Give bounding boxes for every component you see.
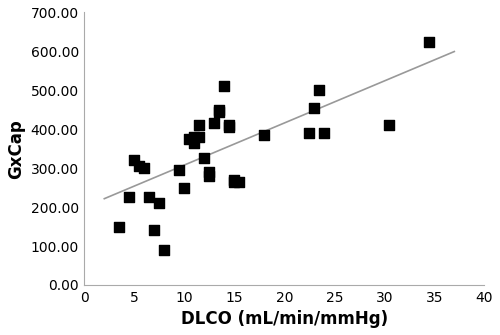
Point <box>206 173 214 179</box>
Point <box>140 165 148 171</box>
Point <box>196 134 203 140</box>
Point <box>200 156 208 161</box>
Point <box>116 224 124 229</box>
Point <box>216 109 224 114</box>
Point <box>320 130 328 136</box>
Point <box>226 125 234 130</box>
Point <box>306 130 314 136</box>
Point <box>176 168 184 173</box>
Y-axis label: GxCap: GxCap <box>7 119 25 179</box>
Point <box>126 195 134 200</box>
Point <box>236 179 244 185</box>
X-axis label: DLCO (mL/min/mmHg): DLCO (mL/min/mmHg) <box>180 310 388 328</box>
Point <box>230 177 238 183</box>
Point <box>160 247 168 253</box>
Point <box>310 105 318 111</box>
Point <box>206 170 214 175</box>
Point <box>136 163 143 169</box>
Point <box>426 39 434 44</box>
Point <box>196 123 203 128</box>
Point <box>220 84 228 89</box>
Point <box>130 158 138 163</box>
Point <box>156 201 164 206</box>
Point <box>150 228 158 233</box>
Point <box>216 107 224 113</box>
Point <box>226 123 234 128</box>
Point <box>210 121 218 126</box>
Point <box>190 134 198 140</box>
Point <box>190 140 198 145</box>
Point <box>386 123 394 128</box>
Point <box>230 179 238 185</box>
Point <box>180 185 188 190</box>
Point <box>146 195 154 200</box>
Point <box>186 136 194 142</box>
Point <box>316 88 324 93</box>
Point <box>260 132 268 138</box>
